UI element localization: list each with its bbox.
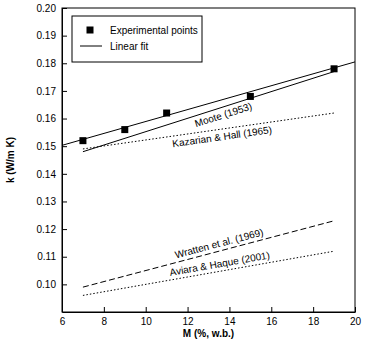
x-axis: 6 8 10 12 14 16 18 20 — [60, 307, 362, 327]
y-tick-label: 0.15 — [37, 141, 57, 152]
y-tick-mark — [62, 91, 67, 92]
x-tick: 8 — [102, 307, 108, 327]
x-tick-label: 18 — [308, 316, 320, 327]
x-tick-label: 16 — [266, 316, 278, 327]
y-tick-mark — [62, 119, 67, 120]
x-tick: 16 — [266, 307, 278, 327]
plot-frame — [62, 8, 355, 312]
x-tick-label: 12 — [183, 316, 195, 327]
y-tick-label: 0.18 — [37, 58, 57, 69]
x-tick-mark — [229, 307, 230, 312]
x-axis-title: M (%, w.b.) — [183, 328, 234, 339]
legend-symbol — [87, 27, 94, 34]
y-tick-mark — [62, 257, 67, 258]
x-tick-mark — [146, 307, 147, 312]
data-area — [62, 62, 355, 296]
y-tick-mark — [62, 201, 67, 202]
legend: Experimental points Linear fit — [72, 16, 202, 62]
chart: 6 8 10 12 14 16 18 20 0.10 0.11 0.12 0.13 0.14 0.15 0.… — [0, 0, 365, 340]
y-tick-label: 0.13 — [37, 196, 57, 207]
y-tick-mark — [62, 229, 67, 230]
x-tick-label: 10 — [141, 316, 153, 327]
y-tick-mark — [62, 36, 67, 37]
y-tick-label: 0.20 — [37, 3, 57, 14]
annotations: Moote (1953)Kazarian & Hall (1965)Wratte… — [169, 100, 273, 277]
x-tick-label: 14 — [224, 316, 236, 327]
x-tick-label: 8 — [102, 316, 108, 327]
literature-line — [83, 72, 334, 152]
legend-label: Experimental points — [110, 25, 198, 36]
y-tick-label: 0.10 — [37, 279, 57, 290]
x-tick: 14 — [224, 307, 236, 327]
x-tick-label: 20 — [350, 316, 362, 327]
line-label: Kazarian & Hall (1965) — [172, 124, 273, 149]
x-tick: 10 — [141, 307, 153, 327]
y-tick-mark — [62, 146, 67, 147]
y-tick: 0.11 — [37, 251, 67, 262]
y-tick-label: 0.11 — [37, 251, 56, 262]
x-tick-mark — [271, 307, 272, 312]
y-tick-label: 0.12 — [37, 224, 57, 235]
y-tick-label: 0.14 — [37, 169, 57, 180]
x-tick-mark — [313, 307, 314, 312]
line-label: Moote (1953) — [193, 100, 253, 129]
legend-symbol — [80, 46, 102, 47]
x-tick-mark — [104, 307, 105, 312]
x-tick: 18 — [308, 307, 320, 327]
x-tick-label: 6 — [60, 316, 66, 327]
y-tick-label: 0.17 — [37, 86, 57, 97]
y-tick-mark — [62, 174, 67, 175]
y-tick-label: 0.16 — [37, 113, 57, 124]
y-tick-mark — [62, 63, 67, 64]
y-tick-label: 0.19 — [37, 30, 57, 41]
literature-line — [83, 251, 334, 295]
x-tick-mark — [188, 307, 189, 312]
y-axis-title: k (W/m K) — [5, 137, 16, 183]
literature-line — [83, 221, 334, 287]
x-tick: 12 — [183, 307, 195, 327]
legend-box — [72, 16, 202, 62]
line-label: Aviara & Haque (2001) — [169, 249, 271, 277]
x-tick: 20 — [350, 307, 362, 327]
legend-label: Linear fit — [110, 41, 149, 52]
plot: 6 8 10 12 14 16 18 20 0.10 0.11 0.12 0.13 0.14 0.15 0.… — [37, 3, 362, 327]
y-tick-mark — [62, 284, 67, 285]
